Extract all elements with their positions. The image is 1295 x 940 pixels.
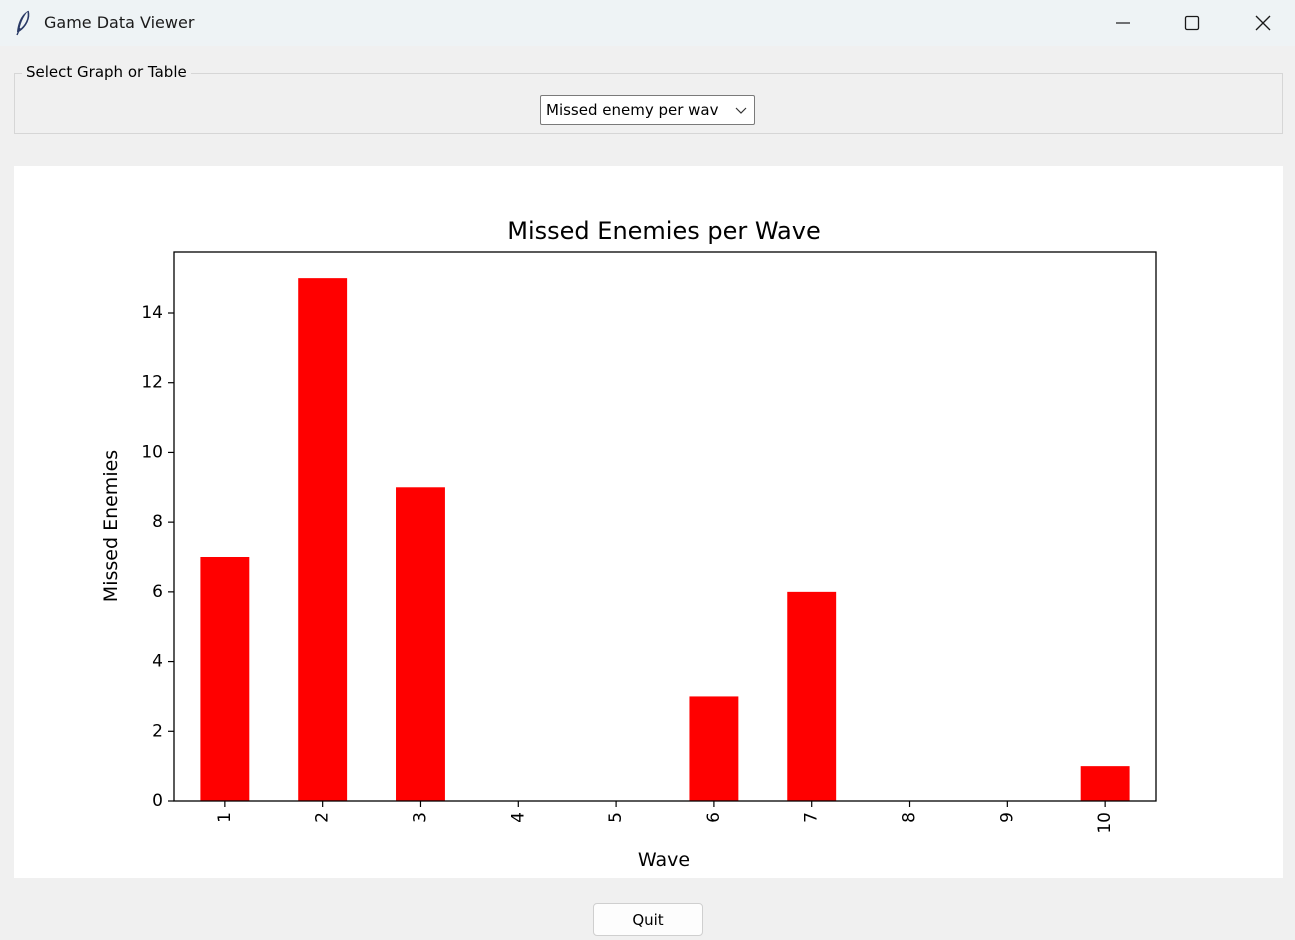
x-tick-label: 6 bbox=[704, 812, 724, 823]
x-tick-label: 5 bbox=[606, 812, 626, 823]
y-tick-label: 0 bbox=[152, 791, 163, 811]
chevron-down-icon[interactable] bbox=[734, 104, 748, 116]
bar-wave-3 bbox=[396, 487, 445, 801]
x-tick-label: 8 bbox=[900, 812, 920, 823]
x-axis: 1 2 3 4 5 6 7 8 9 10 bbox=[215, 801, 1115, 834]
title-bar: Game Data Viewer bbox=[0, 0, 1295, 46]
x-tick-label: 3 bbox=[410, 812, 430, 823]
plot-frame bbox=[173, 251, 1157, 802]
y-tick-label: 8 bbox=[152, 512, 163, 532]
y-tick-label: 6 bbox=[152, 582, 163, 602]
bar-wave-7 bbox=[787, 591, 837, 801]
feather-icon bbox=[16, 10, 30, 36]
maximize-button[interactable] bbox=[1157, 0, 1227, 46]
bar-wave-1 bbox=[200, 557, 250, 801]
bar-wave-6 bbox=[689, 696, 739, 801]
y-axis-label: Missed Enemies bbox=[100, 450, 122, 602]
y-tick-label: 2 bbox=[152, 721, 163, 741]
y-tick-label: 14 bbox=[141, 303, 163, 323]
quit-button[interactable]: Quit bbox=[593, 903, 703, 936]
graph-selector-group bbox=[14, 73, 1283, 134]
x-tick-label: 10 bbox=[1095, 812, 1115, 834]
x-tick-label: 2 bbox=[313, 812, 333, 823]
chart-title: Missed Enemies per Wave bbox=[507, 217, 820, 245]
bar-wave-10 bbox=[1080, 766, 1130, 801]
y-tick-label: 4 bbox=[152, 652, 163, 672]
x-tick-label: 7 bbox=[802, 812, 822, 823]
x-tick-label: 1 bbox=[215, 812, 235, 823]
graph-table-combobox[interactable]: Missed enemy per wav bbox=[540, 95, 755, 125]
y-tick-label: 12 bbox=[141, 373, 163, 393]
bars-group bbox=[200, 278, 1130, 802]
minimize-icon bbox=[1116, 22, 1130, 24]
y-tick-label: 10 bbox=[141, 442, 163, 462]
x-tick-label: 4 bbox=[508, 812, 528, 823]
x-axis-label: Wave bbox=[638, 849, 690, 871]
bar-wave-2 bbox=[298, 278, 348, 802]
maximize-icon bbox=[1184, 15, 1200, 31]
minimize-button[interactable] bbox=[1088, 0, 1158, 46]
graph-selector-label: Select Graph or Table bbox=[22, 63, 191, 81]
close-button[interactable] bbox=[1228, 0, 1295, 46]
close-icon bbox=[1255, 15, 1271, 31]
x-tick-label: 9 bbox=[997, 812, 1017, 823]
window-title: Game Data Viewer bbox=[44, 13, 195, 32]
combobox-value: Missed enemy per wav bbox=[546, 101, 719, 119]
y-axis: 0 2 4 6 8 10 12 14 bbox=[141, 303, 174, 811]
